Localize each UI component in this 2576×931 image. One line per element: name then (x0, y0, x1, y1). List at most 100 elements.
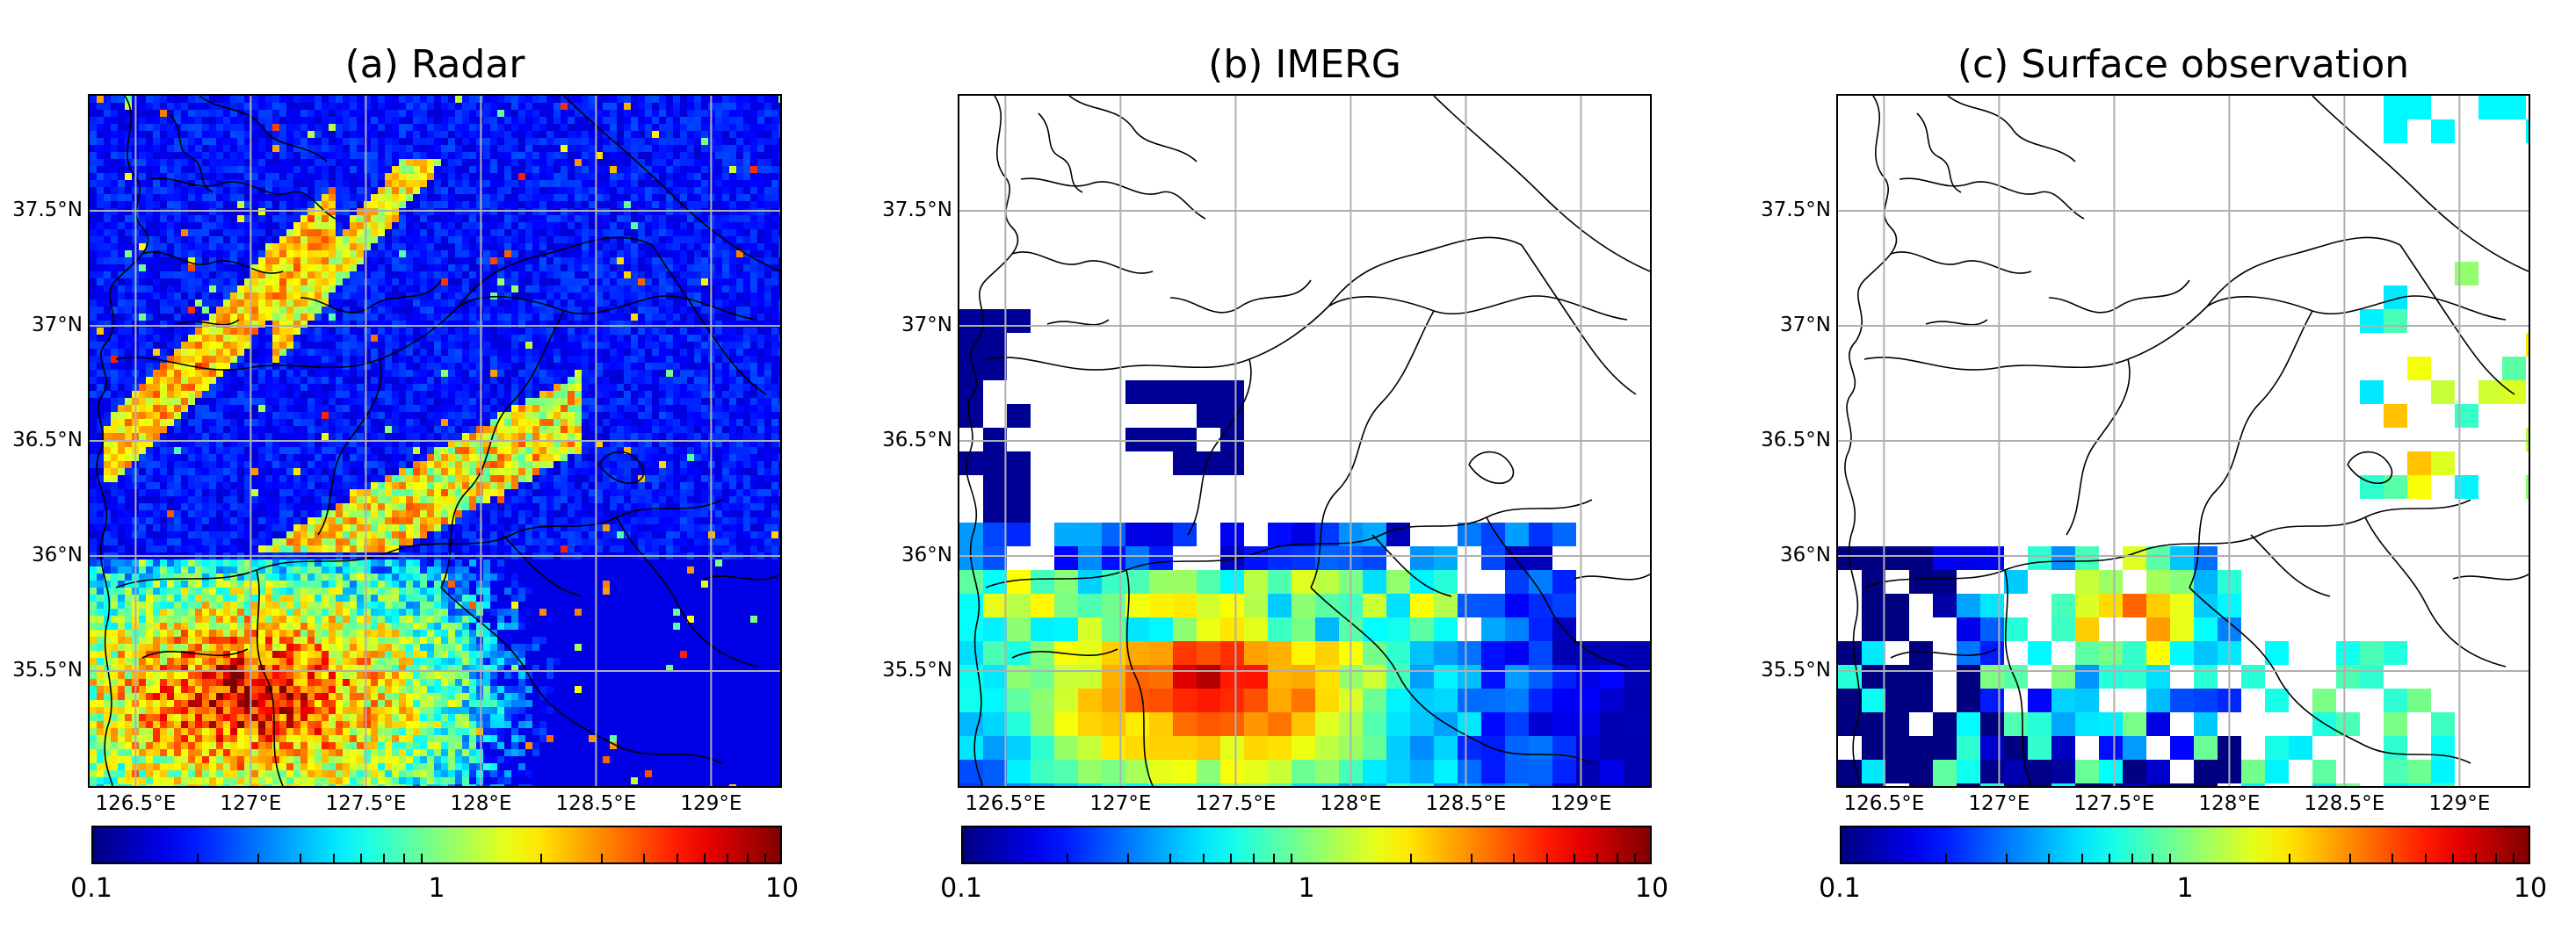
colorbar-minor-tick (2048, 854, 2051, 862)
colorbar-tick-label: 1 (1298, 873, 1315, 904)
colorbar-minor-tick (1470, 854, 1473, 862)
colorbar-minor-tick (539, 854, 542, 862)
colorbar-minor-tick (333, 854, 336, 862)
lat-label: 36°N (1780, 544, 1831, 567)
colorbar-minor-tick (2131, 854, 2134, 862)
colorbar-tick-label: 0.1 (70, 873, 112, 904)
colorbar-minor-tick (2005, 854, 2008, 862)
lon-label: 127°E (1968, 792, 2030, 815)
precip-map (90, 96, 780, 786)
map-area (1836, 94, 2530, 788)
colorbar-minor-tick (704, 854, 706, 862)
colorbar-tick-label: 10 (1634, 873, 1669, 904)
colorbar-minor-tick (1203, 854, 1205, 862)
colorbar-minor-tick (2288, 854, 2290, 862)
colorbar-minor-tick (383, 854, 386, 862)
colorbar-minor-tick (1574, 854, 1576, 862)
colorbar-minor-tick (1169, 854, 1172, 862)
colorbar-minor-tick (1546, 854, 1549, 862)
colorbar-minor-tick (403, 854, 406, 862)
lon-label: 129°E (1550, 792, 1612, 815)
colorbar-minor-tick (1634, 854, 1637, 862)
precip-map (1838, 96, 2529, 786)
colorbar-minor-tick (2348, 854, 2351, 862)
lat-label: 36°N (901, 544, 952, 567)
lon-label: 129°E (680, 792, 742, 815)
colorbar-minor-tick (600, 854, 603, 862)
lon-label: 127.5°E (2073, 792, 2155, 815)
colorbar-minor-tick (1944, 854, 1947, 862)
colorbar-minor-tick (2391, 854, 2394, 862)
graticule (959, 96, 1650, 786)
colorbar-minor-tick (2081, 854, 2084, 862)
colorbar-minor-tick (1409, 854, 1412, 862)
colorbar-minor-tick (1617, 854, 1619, 862)
lon-label: 128°E (1320, 792, 1382, 815)
lat-label: 37°N (1780, 314, 1831, 336)
colorbar-minor-tick (257, 854, 259, 862)
colorbar-minor-tick (2109, 854, 2111, 862)
colorbar-minor-tick (2452, 854, 2455, 862)
graticule (1838, 96, 2529, 786)
colorbar-minor-tick (2425, 854, 2428, 862)
colorbar-tick-label: 0.1 (940, 873, 982, 904)
colorbar (1840, 826, 2530, 864)
colorbar-minor-tick (643, 854, 646, 862)
lat-label: 37°N (901, 314, 952, 336)
colorbar-minor-tick (2513, 854, 2515, 862)
colorbar-tick-label: 10 (2513, 873, 2548, 904)
lat-label: 36.5°N (1761, 429, 1831, 451)
colorbar-tick-label: 10 (764, 873, 800, 904)
lon-label: 128°E (450, 792, 512, 815)
lat-label: 36°N (32, 544, 83, 567)
colorbar (91, 826, 782, 864)
colorbar-minor-tick (2495, 854, 2498, 862)
panel-title: (c) Surface observation (1957, 42, 2410, 87)
colorbar-minor-tick (2475, 854, 2478, 862)
colorbar-minor-tick (300, 854, 302, 862)
colorbar-minor-tick (1230, 854, 1233, 862)
colorbar-minor-tick (196, 854, 199, 862)
colorbar-minor-tick (360, 854, 363, 862)
lon-label: 127.5°E (325, 792, 407, 815)
precip-map (959, 96, 1650, 786)
panel-title: (b) IMERG (1208, 42, 1401, 87)
lon-label: 126.5°E (1843, 792, 1925, 815)
panel-title: (a) Radar (344, 42, 525, 87)
colorbar-minor-tick (1273, 854, 1276, 862)
coastlines (966, 96, 1650, 786)
lat-label: 37.5°N (1761, 198, 1831, 221)
colorbar-minor-tick (747, 854, 749, 862)
lat-label: 36.5°N (882, 429, 952, 451)
map-panel-radar: (a) Radar 37.5°N 37°N 36.5°N 36°N 35.5°N 126.5… (0, 0, 843, 931)
map-panel-surface: (c) Surface observation 37.5°N 37°N 36.5°N 3… (1748, 0, 2576, 931)
colorbar-minor-tick (1126, 854, 1129, 862)
map-panel-imerg: (b) IMERG 37.5°N 37°N 36.5°N 36°N 35.5°N 126.5… (870, 0, 1713, 931)
graticule (90, 96, 780, 786)
colorbar-minor-tick (1253, 854, 1255, 862)
lat-label: 37.5°N (12, 198, 83, 221)
colorbar-minor-tick (1066, 854, 1068, 862)
colorbar-minor-tick (1596, 854, 1599, 862)
lat-label: 36.5°N (12, 429, 83, 451)
lon-label: 128.5°E (2304, 792, 2385, 815)
lat-label: 35.5°N (12, 659, 83, 682)
colorbar-minor-tick (1513, 854, 1516, 862)
lon-label: 128°E (2198, 792, 2261, 815)
colorbar-tick-label: 0.1 (1819, 873, 1861, 904)
lat-label: 37°N (32, 314, 83, 336)
precip-cells (1838, 96, 2529, 786)
lon-label: 127°E (220, 792, 282, 815)
lon-label: 126.5°E (965, 792, 1046, 815)
map-area (88, 94, 782, 788)
colorbar-minor-tick (727, 854, 729, 862)
lon-label: 127.5°E (1195, 792, 1277, 815)
colorbar (961, 826, 1652, 864)
map-area (958, 94, 1652, 788)
lat-label: 35.5°N (1761, 659, 1831, 682)
lat-label: 35.5°N (882, 659, 952, 682)
colorbar-minor-tick (2169, 854, 2172, 862)
colorbar-tick-label: 1 (428, 873, 445, 904)
lat-label: 37.5°N (882, 198, 952, 221)
colorbar-minor-tick (677, 854, 679, 862)
